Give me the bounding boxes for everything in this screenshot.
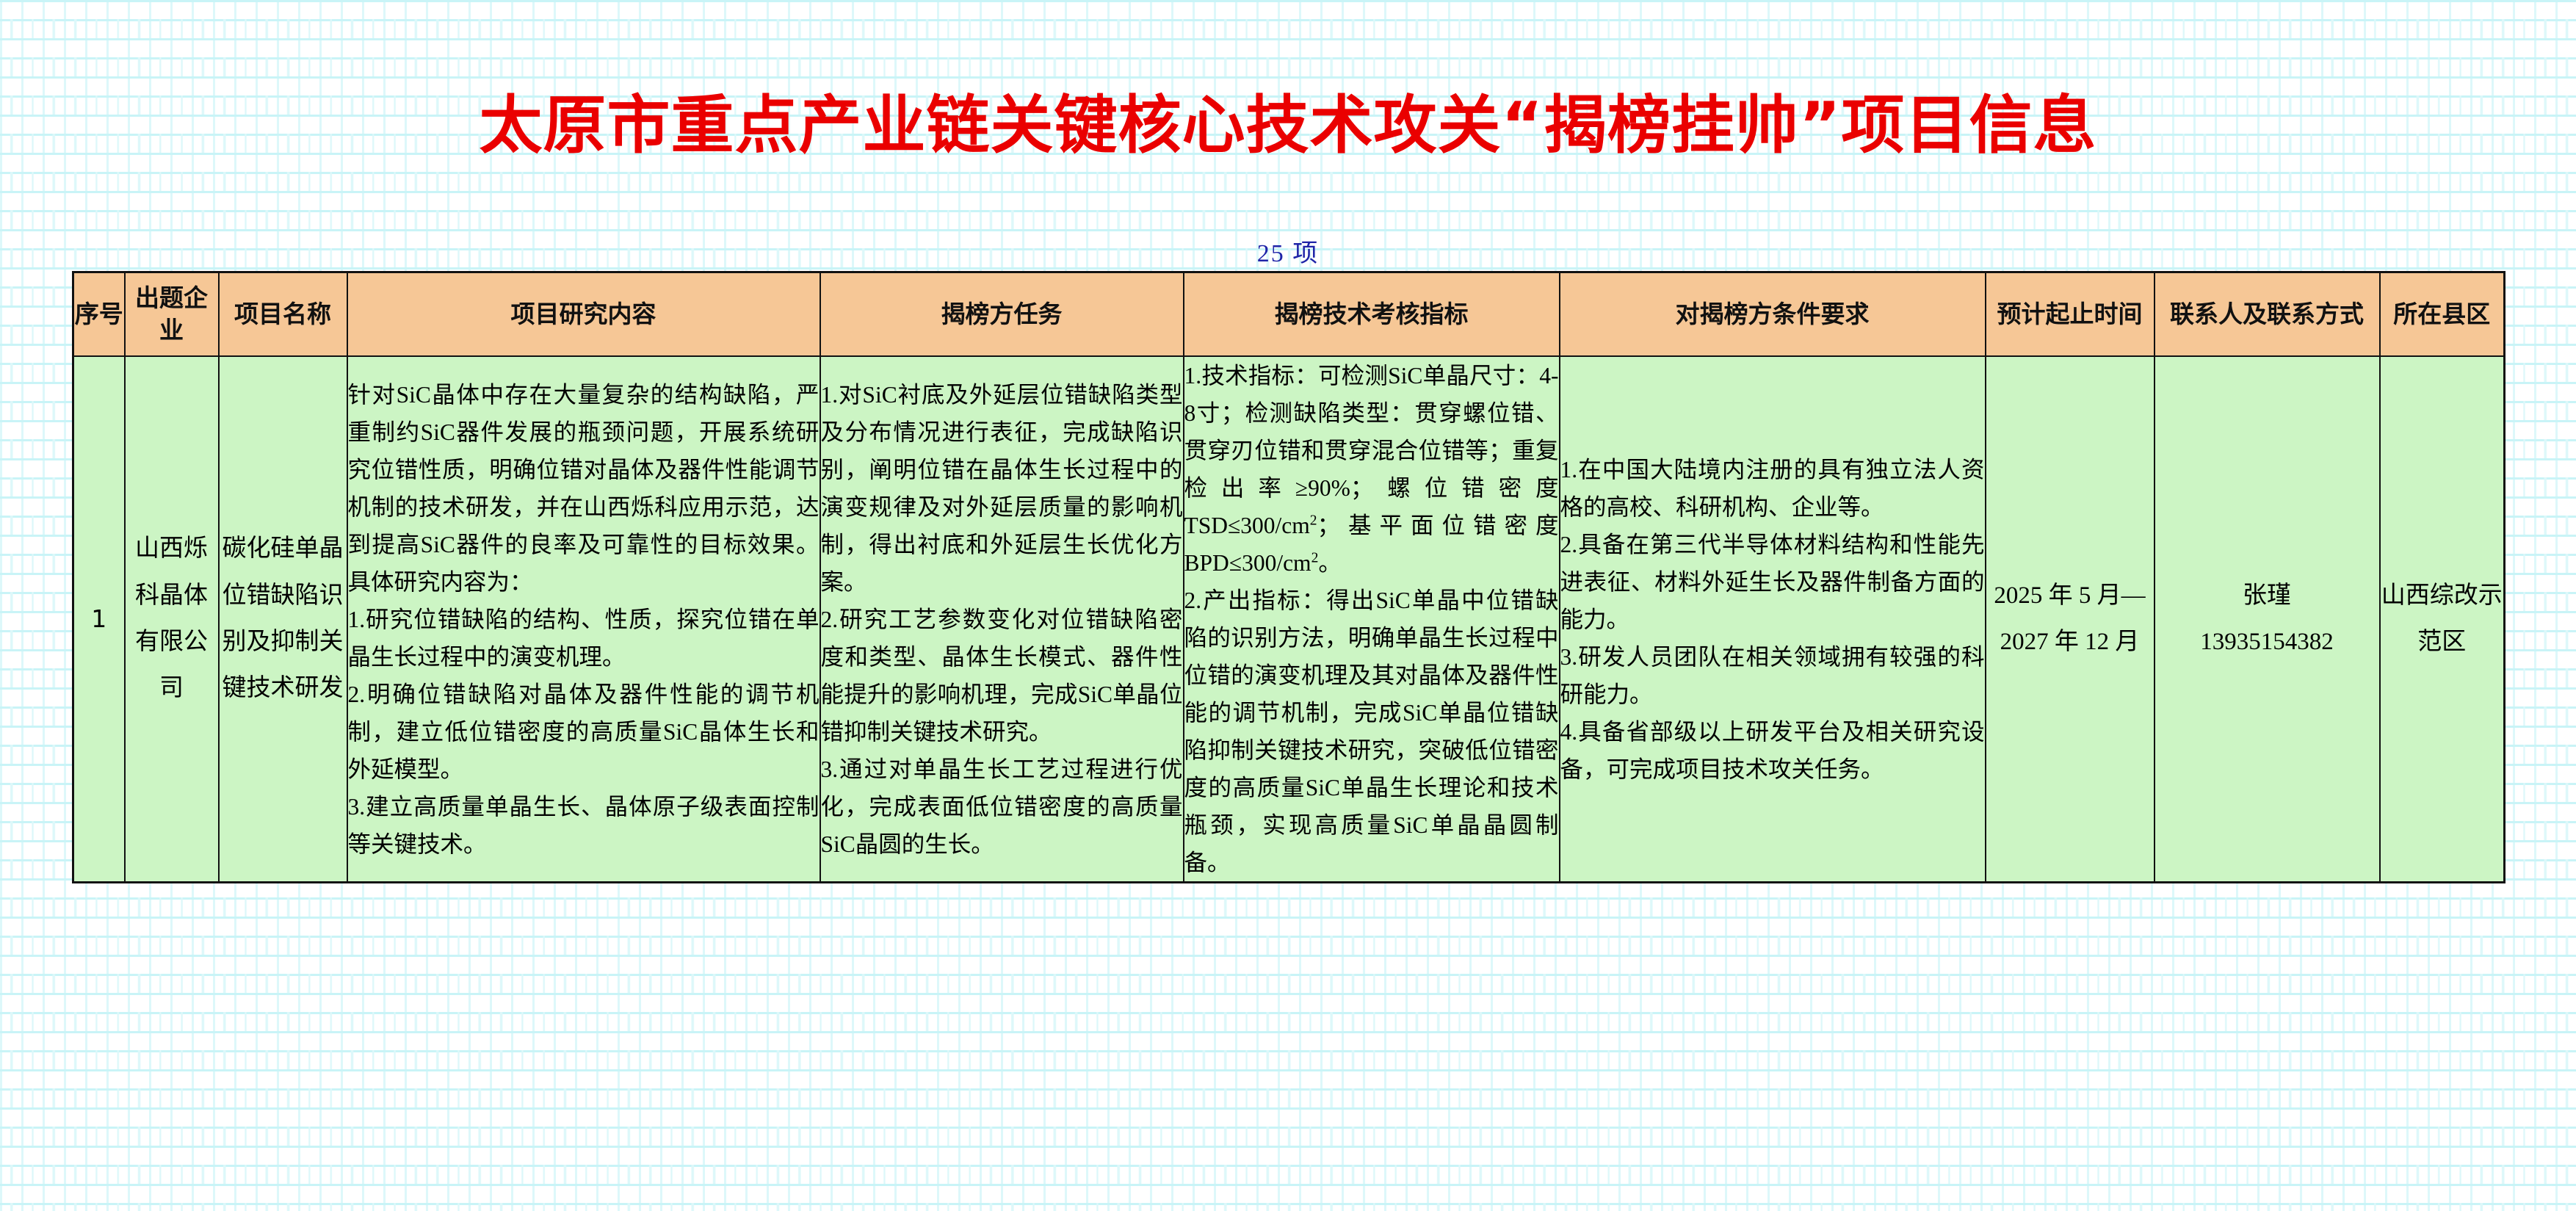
cell-contact: 张瑾 13935154382 [2153,355,2381,883]
research-item-1: 1.研究位错缺陷的结构、性质，探究位错在单晶生长过程中的演变机理。 [347,606,820,670]
page-title: 太原市重点产业链关键核心技术攻关“揭榜挂帅”项目信息 [479,89,2097,162]
kpi-superscript-2: 2 [1311,550,1319,566]
contact-phone: 13935154382 [2200,629,2334,656]
requirement-item-1: 1.在中国大陆境内注册的具有独立法人资格的高校、科研机构、企业等。 [1560,456,1985,520]
page-subtitle-container: 25 项 [0,233,2576,269]
research-item-2: 2.明确位错缺陷对晶体及器件性能的调节机制，建立低位错密度的高质量SiC晶体生长… [347,681,820,782]
kpi-item-2: 2.产出指标：得出SiC单晶中位错缺陷的识别方法，明确单晶生长过程中位错的演变机… [1184,588,1559,876]
cell-research-content: 针对SiC晶体中存在大量复杂的结构缺陷，严重制约SiC器件发展的瓶颈问题，开展系… [346,355,821,883]
cell-bidder-task: 1.对SiC衬底及外延层位错缺陷类型及分布情况进行表征，完成缺陷识别，阐明位错在… [819,355,1184,883]
task-item-3: 3.通过对单晶生长工艺过程进行优化，完成表面低位错密度的高质量SiC晶圆的生长。 [820,756,1183,857]
column-header-requirement: 对揭榜方条件要求 [1558,271,1986,357]
kpi-item-1-part-b: ；基平面位错密度BPD≤300/cm [1184,513,1559,576]
task-item-2: 2.研究工艺参数变化对位错缺陷密度和类型、晶体生长模式、器件性能提升的影响机理，… [820,606,1183,745]
cell-index: 1 [72,355,126,883]
kpi-superscript-1: 2 [1309,513,1317,529]
cell-duration: 2025 年 5 月—2027 年 12 月 [1984,355,2155,883]
column-header-content: 项目研究内容 [346,271,821,357]
column-header-task: 揭榜方任务 [819,271,1184,357]
page-title-container: 太原市重点产业链关键核心技术攻关“揭榜挂帅”项目信息 [0,94,2576,157]
table-header: 序号 出题企业 项目名称 项目研究内容 揭榜方任务 揭榜技术考核指标 对揭榜方条… [72,271,2506,357]
cell-project: 碳化硅单晶位错缺陷识别及抑制关键技术研发 [217,355,348,883]
kpi-item-1: 1.技术指标：可检测SiC单晶尺寸：4-8寸；检测缺陷类型：贯穿螺位错、贯穿刃位… [1184,357,1559,582]
task-item-1: 1.对SiC衬底及外延层位错缺陷类型及分布情况进行表征，完成缺陷识别，阐明位错在… [820,381,1183,595]
project-table-container: 序号 出题企业 项目名称 项目研究内容 揭榜方任务 揭榜技术考核指标 对揭榜方条… [72,271,2506,884]
cell-district: 山西综改示范区 [2378,355,2506,883]
column-header-district: 所在县区 [2378,271,2506,357]
column-header-time: 预计起止时间 [1984,271,2155,357]
requirement-item-3: 3.研发人员团队在相关领域拥有较强的科研能力。 [1560,643,1985,707]
cell-kpi: 1.技术指标：可检测SiC单晶尺寸：4-8寸；检测缺陷类型：贯穿螺位错、贯穿刃位… [1182,355,1560,883]
contact-name: 张瑾 [2243,582,2291,609]
table-body: 1 山西烁科晶体有限公司 碳化硅单晶位错缺陷识别及抑制关键技术研发 针对SiC晶… [72,355,2506,883]
kpi-item-1-part-c: 。 [1318,550,1342,576]
table-row: 1 山西烁科晶体有限公司 碳化硅单晶位错缺陷识别及抑制关键技术研发 针对SiC晶… [72,355,2506,883]
cell-company: 山西烁科晶体有限公司 [123,355,220,883]
requirement-item-2: 2.具备在第三代半导体材料结构和性能先进表征、材料外延生长及器件制备方面的能力。 [1560,531,1985,632]
column-header-index: 序号 [72,271,126,357]
table-header-row: 序号 出题企业 项目名称 项目研究内容 揭榜方任务 揭榜技术考核指标 对揭榜方条… [72,271,2506,357]
requirement-item-4: 4.具备省部级以上研发平台及相关研究设备，可完成项目技术攻关任务。 [1560,718,1985,782]
item-count-label: 25 项 [1256,240,1320,267]
kpi-item-1-part-a: 1.技术指标：可检测SiC单晶尺寸：4-8寸；检测缺陷类型：贯穿螺位错、贯穿刃位… [1184,363,1559,539]
cell-requirements: 1.在中国大陆境内注册的具有独立法人资格的高校、科研机构、企业等。 2.具备在第… [1558,355,1986,883]
project-info-table: 序号 出题企业 项目名称 项目研究内容 揭榜方任务 揭榜技术考核指标 对揭榜方条… [72,271,2506,884]
research-item-3: 3.建立高质量单晶生长、晶体原子级表面控制等关键技术。 [347,793,820,857]
research-intro: 针对SiC晶体中存在大量复杂的结构缺陷，严重制约SiC器件发展的瓶颈问题，开展系… [347,381,820,595]
column-header-project: 项目名称 [217,271,348,357]
column-header-contact: 联系人及联系方式 [2153,271,2381,357]
column-header-kpi: 揭榜技术考核指标 [1182,271,1560,357]
column-header-company: 出题企业 [123,271,220,357]
